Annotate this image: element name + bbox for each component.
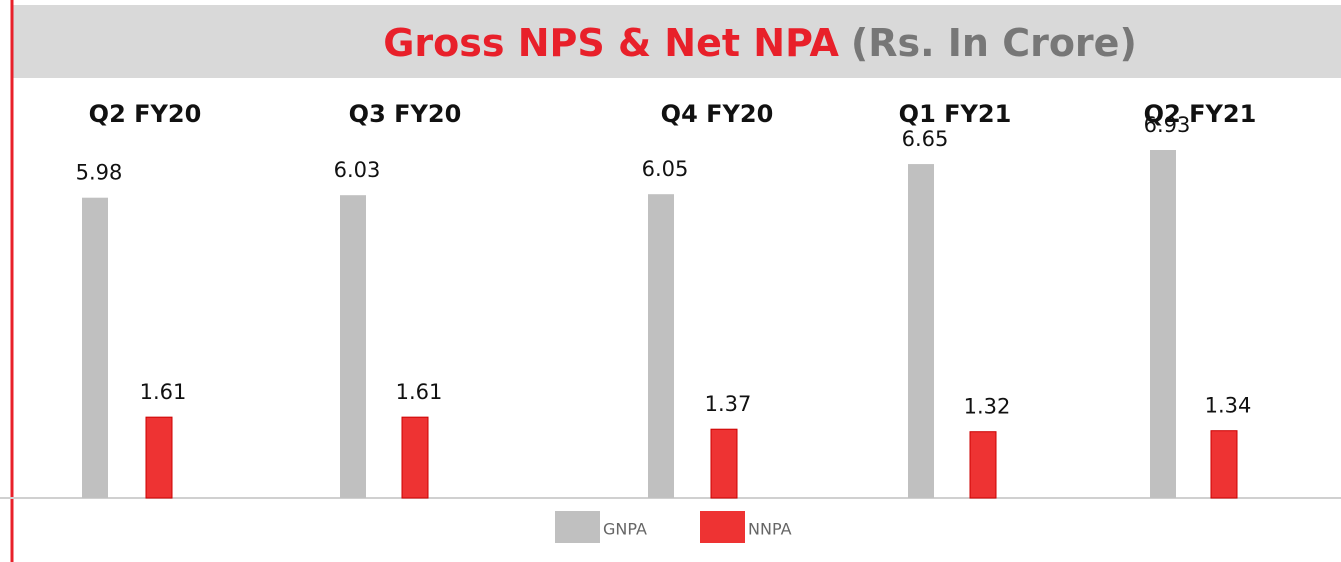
value-label: 6.03 xyxy=(334,158,381,182)
title-band xyxy=(12,5,1341,78)
value-label: 5.98 xyxy=(76,161,123,185)
bar xyxy=(340,195,366,498)
x-tick-label: Q3 FY20 xyxy=(349,100,462,128)
value-label: 6.93 xyxy=(1144,113,1191,137)
bar xyxy=(1210,430,1238,499)
bar xyxy=(82,197,108,498)
bar xyxy=(648,194,674,498)
legend-swatch xyxy=(700,511,745,543)
legend-label: GNPA xyxy=(603,520,647,539)
value-label: 6.65 xyxy=(902,127,949,151)
legend-label: NNPA xyxy=(748,520,792,539)
chart-title: Gross NPS & Net NPA xyxy=(383,21,839,65)
value-label: 1.37 xyxy=(705,392,752,416)
bar xyxy=(401,416,429,499)
x-tick-label: Q2 FY21 xyxy=(1144,100,1257,128)
bar xyxy=(145,416,173,499)
x-tick-label: Q4 FY20 xyxy=(661,100,774,128)
bar xyxy=(969,431,997,499)
bar xyxy=(1150,150,1176,498)
value-label: 1.61 xyxy=(140,380,187,404)
x-tick-label: Q2 FY20 xyxy=(89,100,202,128)
chart-subtitle: (Rs. In Crore) xyxy=(851,21,1137,65)
bar xyxy=(710,428,738,499)
chart-title-group: Gross NPS & Net NPA (Rs. In Crore) xyxy=(383,21,1137,65)
value-label: 6.05 xyxy=(642,157,689,181)
x-tick-label: Q1 FY21 xyxy=(899,100,1012,128)
bar xyxy=(908,164,934,498)
value-label: 1.61 xyxy=(396,380,443,404)
value-label: 1.34 xyxy=(1205,394,1252,418)
value-label: 1.32 xyxy=(964,395,1011,419)
legend-swatch xyxy=(555,511,600,543)
